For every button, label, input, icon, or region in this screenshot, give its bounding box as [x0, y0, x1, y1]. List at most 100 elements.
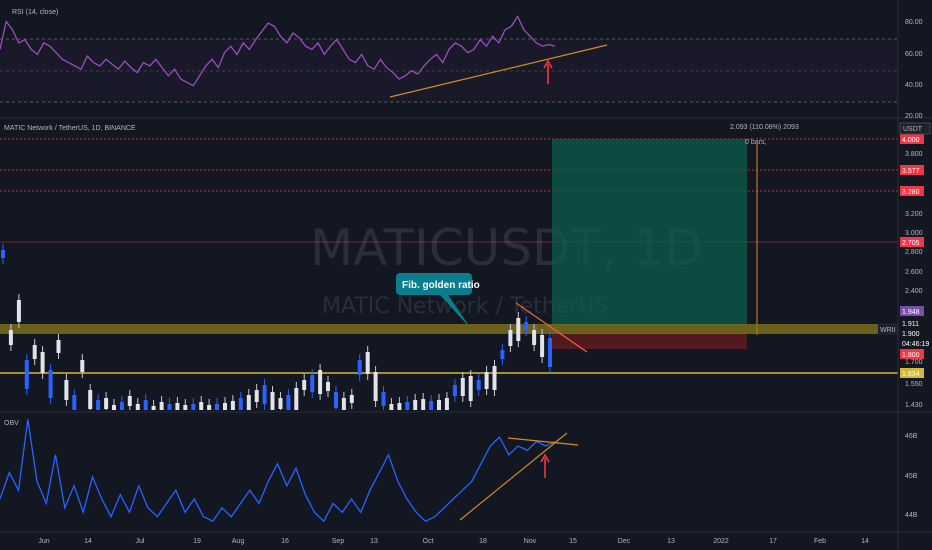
candle-body	[444, 398, 449, 410]
candle-body	[548, 338, 552, 367]
level-tag-box	[900, 134, 924, 144]
candle-body	[167, 404, 172, 410]
level-tag: 4.000	[900, 134, 924, 144]
obv-arrow-icon	[540, 453, 550, 478]
candle-body	[254, 390, 259, 402]
candle-body	[341, 398, 346, 410]
obv-scale-tick: 46B	[905, 433, 918, 440]
candle-body	[508, 330, 513, 346]
level-tag-text: 3.280	[902, 189, 920, 196]
loss-zone[interactable]	[552, 333, 747, 349]
price-scale-tick: 1.700	[905, 359, 923, 366]
fib-golden-zone[interactable]	[0, 324, 898, 334]
candle-body	[389, 404, 394, 410]
level-tag-box	[900, 368, 924, 378]
time-axis-tick: 13	[667, 538, 675, 545]
level-tag-text: 1.948	[902, 309, 920, 316]
price-scale-tick: 2.400	[905, 288, 923, 295]
candle-body	[48, 370, 53, 398]
price-candles	[1, 244, 552, 410]
level-tag-box	[900, 318, 924, 328]
candle-body	[381, 392, 386, 406]
level-tag: 3.280	[900, 186, 924, 196]
time-axis-tick: 13	[370, 538, 378, 545]
level-tag: 3.577	[900, 165, 924, 175]
candle-body	[56, 340, 61, 353]
time-axis-tick: 17	[769, 538, 777, 545]
candle-body	[278, 398, 283, 409]
price-scale-tick: 1.550	[905, 381, 923, 388]
candle-body	[318, 370, 323, 394]
candle-body	[326, 382, 330, 391]
obv-price-scale[interactable]: 46B 45B 44B	[905, 433, 918, 519]
rsi-scale-tick: 60.00	[905, 51, 923, 58]
level-tag-box	[900, 328, 924, 338]
candle-body	[452, 385, 457, 396]
candle-body	[8, 330, 13, 345]
candle-body	[191, 404, 196, 410]
time-axis[interactable]: Jun 14 Jul 19 Aug 16 Sep 13 Oct 18 Nov 15 Dec 13 2022 1…	[38, 538, 869, 545]
obv-title: OBV	[4, 420, 19, 427]
level-tag-box	[900, 237, 924, 247]
level-tag-box	[900, 306, 924, 316]
candle-body	[143, 400, 148, 410]
obv-trendline-lower[interactable]	[459, 432, 568, 521]
candle-body	[532, 330, 537, 345]
candle-body	[88, 390, 93, 409]
price-pane: MATICUSDT, 1D MATIC Network / TetherUS M…	[0, 124, 898, 410]
candle-body	[246, 395, 251, 410]
time-axis-tick: 16	[281, 538, 289, 545]
candle-body	[334, 392, 338, 408]
candle-body	[421, 399, 426, 410]
candle-body	[135, 404, 140, 410]
candle-body	[40, 352, 45, 373]
rsi-price-scale[interactable]: 80.00 60.00 40.00 20.00	[905, 19, 923, 120]
price-scale-tick: 3.200	[905, 211, 923, 218]
candle-body	[492, 366, 497, 390]
fib-callout[interactable]: Fib. golden ratio	[396, 273, 480, 330]
candle-body	[484, 372, 489, 389]
candle-body	[24, 360, 29, 389]
candle-body	[127, 396, 132, 406]
candle-body	[286, 395, 291, 410]
level-tag-text: 1.911	[902, 321, 919, 328]
candle-body	[1, 250, 5, 258]
time-axis-tick: Feb	[814, 538, 826, 545]
time-axis-tick: 14	[84, 538, 92, 545]
obv-pane: OBV	[0, 419, 579, 523]
rsi-arrow-icon	[543, 59, 553, 84]
rsi-scale-tick: 40.00	[905, 82, 923, 89]
level-tag-text: 3.577	[902, 168, 920, 175]
level-tag: 1.800	[900, 349, 924, 359]
candle-body	[16, 300, 21, 322]
level-tag-text: 1.900	[902, 331, 920, 338]
time-axis-tick: Sep	[332, 538, 345, 545]
zone-label: WRII	[880, 327, 896, 334]
candle-body	[80, 360, 85, 372]
level-tag-text: 04:46:19	[902, 341, 929, 348]
price-trendline[interactable]	[515, 302, 588, 353]
obv-trendline-upper[interactable]	[507, 437, 579, 446]
time-axis-tick: Jul	[136, 538, 145, 545]
profit-zone[interactable]	[552, 139, 747, 325]
level-tags: 4.000 3.577 3.280 2.705 1.948 1.911 1.900 04:46…	[900, 134, 929, 378]
level-tag-text: 1.634	[902, 371, 920, 378]
candle-body	[230, 401, 235, 410]
candle-body	[437, 400, 441, 410]
rsi-trendline[interactable]	[389, 44, 608, 98]
pair-label: MATIC Network / TetherUS, 1D, BINANCE	[4, 125, 136, 132]
obv-scale-tick: 45B	[905, 473, 918, 480]
level-tag: 1.634	[900, 368, 924, 378]
level-tag: 04:46:19	[900, 338, 929, 348]
time-axis-tick: Dec	[618, 538, 631, 545]
fib-callout-text: Fib. golden ratio	[402, 280, 480, 291]
candle-body	[405, 402, 410, 410]
rsi-title: RSI (14, close)	[12, 9, 58, 16]
candle-body	[270, 392, 275, 410]
candle-body	[207, 405, 212, 410]
candle-body	[119, 402, 124, 410]
candle-body	[104, 398, 109, 409]
candle-body	[215, 404, 219, 410]
candle-body	[183, 405, 188, 410]
